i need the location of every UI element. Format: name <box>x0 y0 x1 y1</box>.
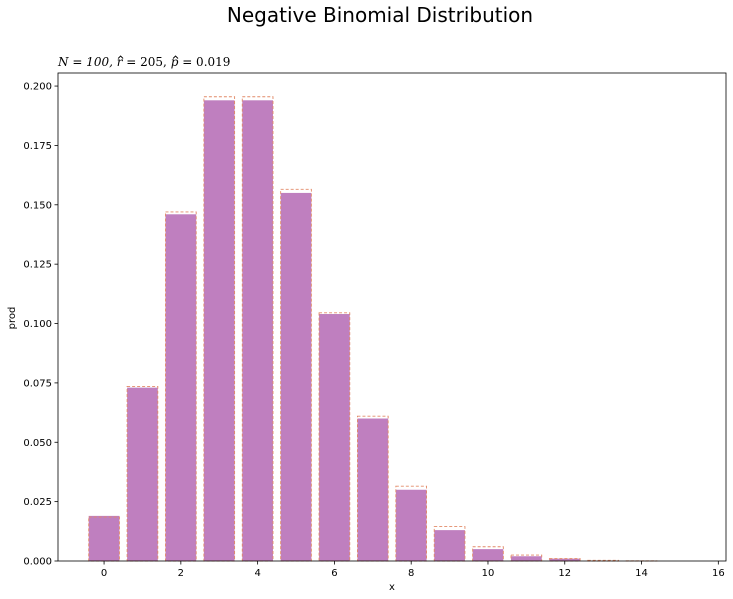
y-tick-label: 0.025 <box>23 497 52 508</box>
bar-outline <box>548 558 581 562</box>
y-tick-label: 0.125 <box>23 260 52 271</box>
plot-frame <box>57 72 727 562</box>
hat-accent <box>172 55 179 59</box>
subtitle-part-r: = 205, <box>122 55 170 69</box>
bar-filled <box>511 556 542 561</box>
bar-filled <box>280 192 312 562</box>
y-tick-label: 0.100 <box>23 319 52 330</box>
x-tick-label: 6 <box>331 568 337 579</box>
bar-filled <box>88 515 120 561</box>
bar-filled <box>434 530 465 561</box>
y-tick-label: 0.075 <box>23 378 52 389</box>
x-tick-label: 16 <box>712 568 725 579</box>
subtitle-part-p: = 0.019 <box>178 55 230 69</box>
bar-outline <box>318 312 351 562</box>
bar-filled <box>127 387 158 561</box>
subtitle-part-n: N = 100, <box>57 55 117 69</box>
y-tick-label: 0.200 <box>23 82 52 93</box>
x-tick-label: 10 <box>482 568 495 579</box>
y-tick-label: 0.050 <box>23 438 52 449</box>
x-tick-label: 8 <box>408 568 414 579</box>
subtitle-r-symbol: r <box>117 55 124 69</box>
bar-filled <box>549 558 581 561</box>
bar-filled <box>203 100 235 561</box>
bar-filled <box>242 100 273 561</box>
y-tick-label: 0.150 <box>23 200 52 211</box>
hat-accent <box>117 55 124 59</box>
bar-filled <box>165 214 197 561</box>
x-tick-label: 2 <box>178 568 184 579</box>
y-axis-label: prod <box>7 307 18 330</box>
y-tick-label: 0.175 <box>23 141 52 152</box>
bar-filled <box>357 418 389 561</box>
chart-title: Negative Binomial Distribution <box>227 3 533 27</box>
bar-filled <box>319 314 350 561</box>
bar-filled <box>395 489 427 561</box>
chart-subtitle: N = 100, r = 205, p = 0.019 <box>57 55 230 69</box>
plot-area: 0 2 4 6 8 10 12 14 16 0.000 0.025 0.050 0.075 0.100 0.… <box>23 72 727 579</box>
y-tick-label: 0.000 <box>23 557 52 568</box>
subtitle-p-symbol: p <box>171 55 179 69</box>
x-tick-label: 14 <box>635 568 648 579</box>
x-axis-label: x <box>389 582 395 593</box>
bar-filled <box>472 549 504 561</box>
x-tick-label: 12 <box>558 568 571 579</box>
x-tick-label: 0 <box>101 568 107 579</box>
x-tick-label: 4 <box>254 568 260 579</box>
